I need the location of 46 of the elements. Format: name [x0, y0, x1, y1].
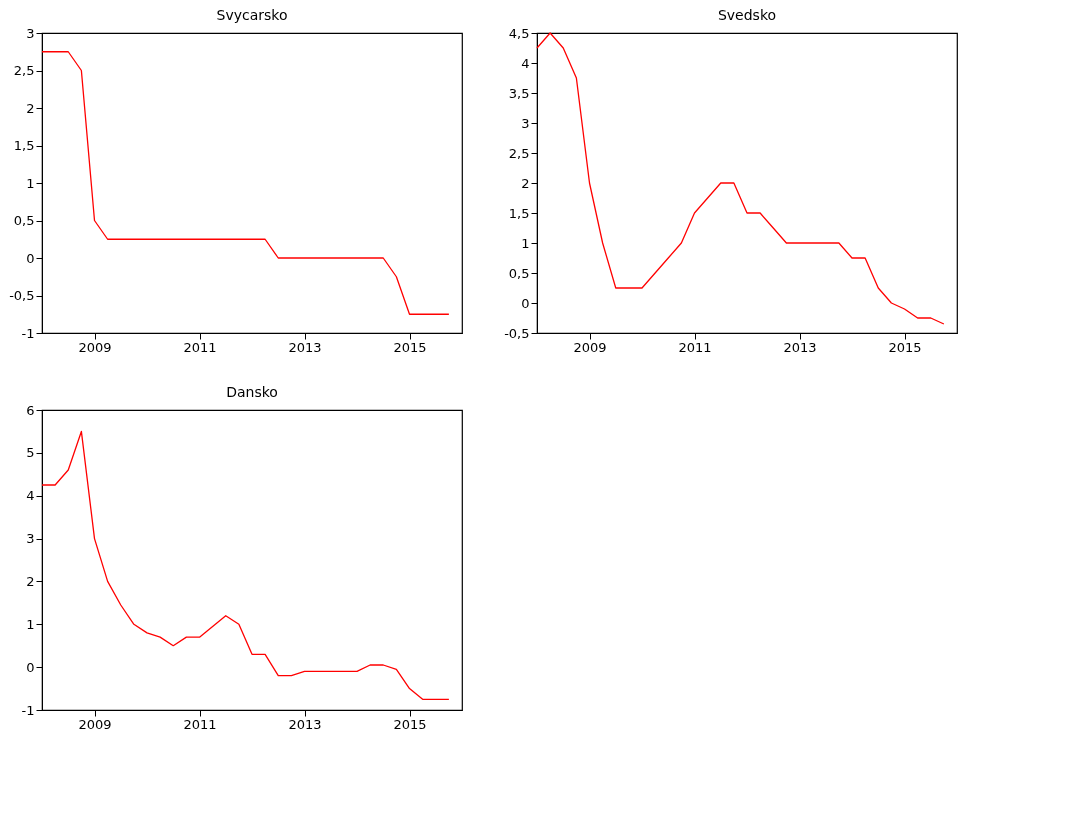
y-tick-label: 1,5	[508, 205, 530, 221]
y-tick-label: 2	[26, 573, 35, 589]
x-tick-label: 2009	[78, 716, 112, 732]
line-series	[536, 32, 945, 325]
x-tick-label: 2013	[783, 339, 817, 355]
x-tick-label: 2015	[393, 716, 427, 732]
line-series	[41, 51, 450, 315]
chart-title: Dansko	[226, 384, 278, 400]
x-tick-label: 2011	[678, 339, 712, 355]
y-tick-label: -0,5	[9, 288, 35, 303]
y-tick-label: 4	[26, 488, 35, 504]
y-tick-label: 5	[26, 445, 35, 461]
chart-title: Svycarsko	[216, 7, 288, 23]
y-tick-label: 0	[26, 659, 35, 675]
x-tick-label: 2009	[78, 339, 112, 355]
y-tick-label: 1	[521, 235, 530, 251]
y-tick-label: 2,5	[13, 63, 35, 78]
y-tick-label: 1	[26, 175, 35, 191]
line-series	[41, 430, 450, 700]
y-tick-label: 0	[521, 295, 530, 311]
x-tick-label: 2015	[888, 339, 922, 355]
x-tick-label: 2015	[393, 339, 427, 355]
y-tick-label: 6	[26, 402, 35, 418]
x-tick-label: 2013	[288, 339, 322, 355]
y-tick-label: 4	[521, 55, 530, 71]
y-tick-label: 3,5	[508, 85, 530, 101]
y-tick-label: 4,5	[508, 25, 530, 41]
x-tick-label: 2011	[183, 339, 217, 355]
x-tick-label: 2013	[288, 716, 322, 732]
y-tick-label: 0,5	[508, 265, 530, 281]
y-tick-label: 3	[26, 25, 35, 41]
y-tick-label: -0,5	[504, 325, 530, 341]
y-tick-label: 3	[521, 115, 530, 131]
y-tick-label: 1,5	[13, 138, 35, 153]
y-tick-label: 2	[26, 100, 35, 116]
y-tick-label: 3	[26, 531, 35, 547]
y-tick-label: 0,5	[13, 213, 35, 228]
x-tick-label: 2011	[183, 716, 217, 732]
y-tick-label: 1	[26, 616, 35, 632]
y-tick-label: -1	[21, 702, 35, 718]
y-tick-label: 2,5	[508, 145, 530, 161]
y-tick-label: 0	[26, 250, 35, 266]
chart-title: Svedsko	[717, 7, 777, 23]
x-tick-label: 2009	[573, 339, 607, 355]
y-tick-label: -1	[21, 325, 35, 341]
y-tick-label: 2	[521, 175, 530, 191]
